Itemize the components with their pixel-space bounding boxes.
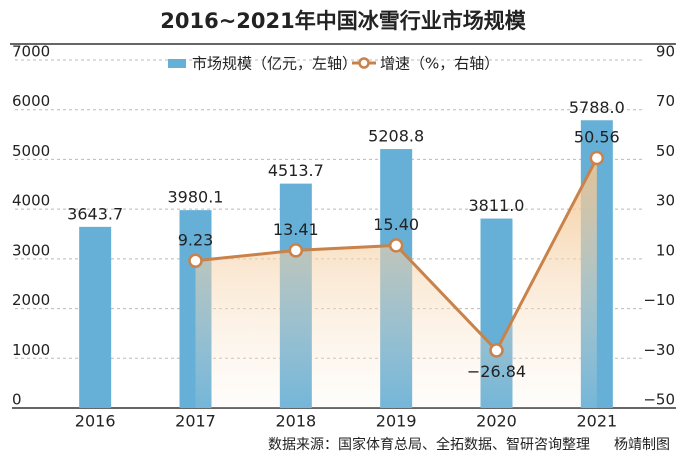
- y-tick-label: 6000: [12, 92, 50, 110]
- legend-label: 市场规模（亿元，左轴）: [192, 55, 357, 73]
- y-tick-label: 5000: [12, 142, 50, 160]
- x-tick-label: 2021: [576, 412, 617, 431]
- line-marker: [188, 253, 203, 269]
- x-tick-label: 2018: [275, 412, 316, 431]
- x-tick-label: 2016: [75, 412, 116, 431]
- line-value-label: 15.40: [373, 215, 419, 234]
- y-tick-label: 3000: [12, 241, 50, 259]
- line-value-label: 9.23: [178, 230, 214, 249]
- line-value-label: 13.41: [273, 220, 319, 239]
- line-marker: [288, 243, 304, 258]
- y2-tick-label: 50: [656, 142, 675, 160]
- y2-tick-label: 90: [656, 43, 675, 61]
- bar-value-label: 5208.8: [368, 127, 424, 146]
- line-marker: [388, 238, 404, 253]
- bar-value-label: 5788.0: [569, 98, 625, 117]
- legend-swatch: [168, 59, 186, 68]
- x-tick-label: 2017: [175, 412, 216, 431]
- line-area: [195, 158, 597, 408]
- x-tick-label: 2019: [376, 412, 417, 431]
- y2-tick-label: 10: [656, 241, 675, 259]
- line-value-label: 50.56: [574, 128, 620, 147]
- y2-tick-label: 30: [656, 192, 675, 210]
- legend-label: 增速（%，右轴）: [380, 55, 499, 73]
- y2-tick-label: 70: [656, 92, 675, 110]
- y-tick-label: 0: [12, 391, 22, 409]
- credit: 杨靖制图: [614, 437, 670, 453]
- legend-swatch: [358, 57, 370, 69]
- y2-tick-label: −10: [643, 291, 675, 309]
- line-value-label: −26.84: [467, 362, 526, 381]
- chart-title: 2016~2021年中国冰雪行业市场规模: [160, 9, 526, 33]
- bar-value-label: 3811.0: [469, 196, 525, 215]
- y2-tick-label: −50: [643, 391, 675, 409]
- bar: [79, 226, 112, 408]
- line-marker: [489, 343, 504, 358]
- bar-value-label: 4513.7: [268, 161, 324, 180]
- line-marker: [589, 150, 605, 166]
- y-tick-label: 1000: [12, 341, 50, 359]
- y-tick-label: 4000: [12, 192, 50, 210]
- x-tick-label: 2020: [476, 412, 517, 431]
- bar-value-label: 3980.1: [168, 188, 224, 207]
- y2-tick-label: −30: [643, 341, 675, 359]
- y-tick-label: 7000: [12, 43, 50, 61]
- bar-value-label: 3643.7: [67, 204, 123, 223]
- y-tick-label: 2000: [12, 291, 50, 309]
- source: 数据来源：国家体育总局、全拓数据、智研咨询整理: [268, 436, 590, 453]
